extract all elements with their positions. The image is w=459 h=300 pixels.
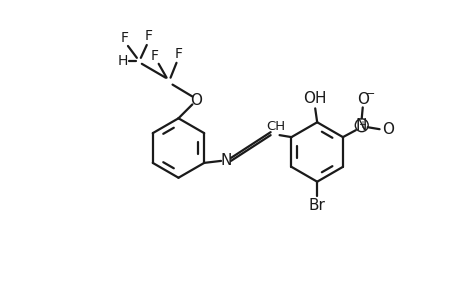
Text: F: F [121,31,129,45]
Text: +: + [357,120,365,130]
Text: F: F [145,29,152,43]
Text: H: H [118,54,128,68]
Text: N: N [220,153,231,168]
Text: Br: Br [308,198,325,213]
Text: O: O [190,93,202,108]
Text: O: O [356,92,368,107]
Text: N: N [354,118,366,133]
Text: −: − [365,88,375,98]
Text: F: F [151,49,158,63]
Text: CH: CH [265,120,285,133]
Text: O: O [382,122,394,137]
Text: F: F [174,47,182,61]
Text: OH: OH [303,91,326,106]
